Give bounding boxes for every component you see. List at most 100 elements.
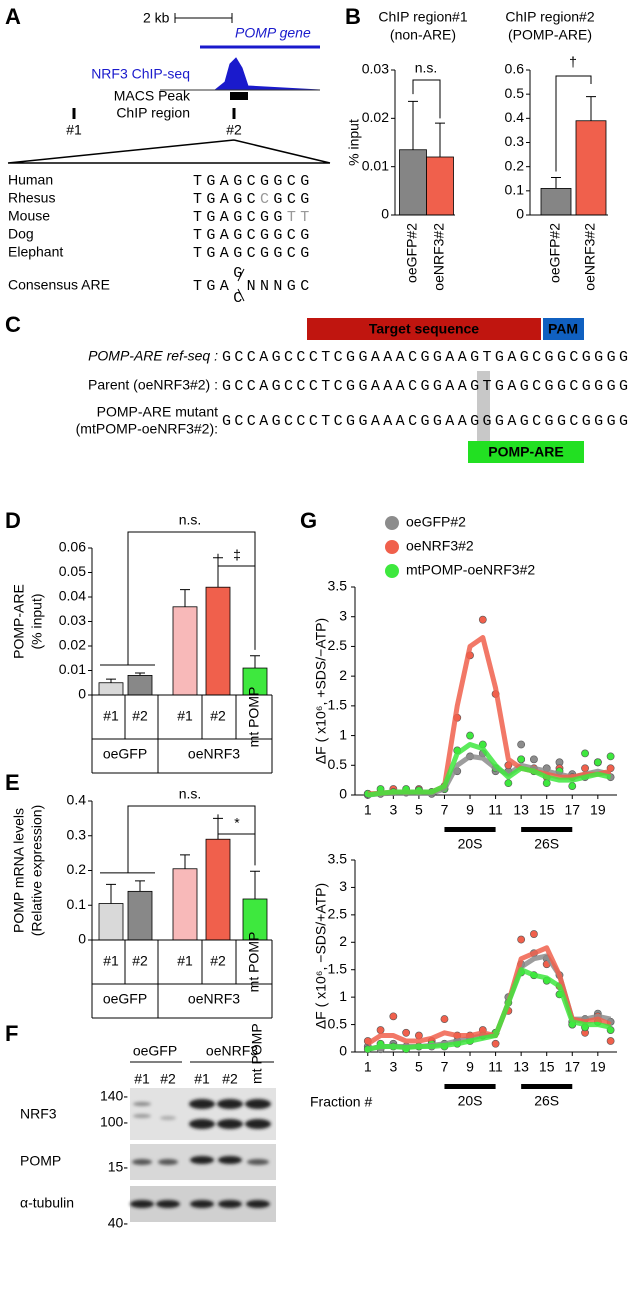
error-bar-line (180, 854, 190, 869)
x-tick-label: 11 (488, 1059, 503, 1075)
group-label: oeNRF3 (188, 991, 240, 1007)
y-axis-label: POMP-ARE (11, 584, 27, 659)
fit-line (366, 945, 612, 1046)
error-bar (250, 655, 260, 669)
species: Dog (8, 226, 34, 242)
error-bar (435, 122, 445, 157)
error-bar-line (250, 655, 260, 669)
sequence-part: TGAGC (193, 191, 260, 208)
y-tick-label: 0.2 (67, 861, 87, 877)
error-bar-line (408, 100, 418, 150)
legend-label: oeGFP#2 (406, 514, 466, 530)
data-point (606, 752, 615, 761)
y-tick-label: 0.5 (328, 1015, 348, 1031)
error-bar-line (106, 678, 116, 683)
sequence-part: TGAGCGGCG (193, 227, 314, 244)
data-point (389, 1012, 398, 1021)
size-marker: 40- (108, 1215, 129, 1231)
y-tick-label: 0.01 (59, 661, 86, 677)
range-label: 26S (534, 836, 559, 852)
panel-letter: D (5, 508, 21, 533)
bar (172, 868, 198, 941)
consensus-label: Consensus ARE (8, 277, 110, 293)
y-tick-label: 1.5 (328, 697, 348, 713)
error-bar-line (250, 870, 260, 899)
panel-letter: A (5, 4, 21, 29)
legend-marker (385, 516, 399, 530)
species: Elephant (8, 244, 63, 260)
x-tick-label: 17 (564, 1059, 580, 1075)
y-axis-label: ΔF ( x10⁶, +SDS/−ATP) (313, 618, 329, 764)
sequence-part: GCG (273, 191, 313, 208)
error-bar-line (586, 96, 596, 121)
sequence: GCCAGCCCTCGGAAACGGAAGTGAGCGGCGGGG (222, 378, 628, 395)
error-bar (586, 96, 596, 121)
x-tick-label: 17 (564, 802, 580, 818)
group-label: oeGFP (103, 746, 147, 762)
chart-title: ChIP region#2 (505, 9, 594, 25)
y-tick-label: 0.02 (362, 109, 389, 125)
region-id: #2 (226, 122, 242, 138)
sequence: GCCAGCCCTCGGAAACGGAAGTGAGCGGCGGGG (222, 349, 628, 366)
x-tick-label: 9 (466, 802, 474, 818)
data-point (478, 615, 487, 624)
group-label: oeGFP (133, 1043, 177, 1059)
x-tick-label: 19 (590, 802, 606, 818)
bracket (555, 75, 592, 172)
bar (127, 675, 153, 696)
y-tick-label: 1.5 (328, 960, 348, 976)
consensus: G (233, 265, 242, 282)
data-point (568, 782, 577, 790)
x-tick-label: 19 (590, 1059, 606, 1075)
blot-label: POMP (20, 1153, 61, 1169)
x-tick-label: #2 (210, 708, 226, 724)
error-bar-line (180, 589, 190, 607)
error-bar (135, 672, 145, 676)
error-bar (135, 880, 145, 892)
x-tick-label: 5 (415, 802, 423, 818)
panel-letter: C (5, 312, 21, 337)
y-tick-label: 0.1 (67, 896, 87, 912)
x-tick-label: 1 (364, 1059, 372, 1075)
consensus: C (233, 290, 242, 307)
row-label: POMP-ARE mutant (97, 404, 218, 420)
y-axis-label: (Relative expression) (29, 805, 45, 937)
lane-label: #2 (160, 1071, 176, 1087)
box-label: POMP-ARE (488, 444, 563, 460)
y-tick-label: 3.5 (328, 851, 348, 867)
track-label: NRF3 ChIP-seq (91, 66, 190, 82)
y-tick-label: 0.6 (505, 61, 525, 77)
bar (127, 890, 153, 941)
y-tick-label: 0 (339, 786, 347, 802)
sequence-part: TGAGCGG (193, 209, 287, 226)
x-tick-label: 9 (466, 1059, 474, 1075)
annotation: n.s. (179, 786, 202, 802)
bracket (217, 553, 256, 650)
annotation: n.s. (415, 60, 438, 76)
error-bar (551, 177, 561, 189)
x-tick-label: oeGFP#2 (547, 223, 563, 283)
consensus: NNNGC (247, 278, 314, 295)
sequence: TGAGCCGCG (193, 191, 314, 208)
x-tick-label: 5 (415, 1059, 423, 1075)
y-tick-label: 0.03 (59, 612, 86, 628)
x-tick-label: #2 (210, 953, 226, 969)
panel-letter: G (300, 508, 317, 533)
bar (98, 682, 124, 696)
x-axis-label: Fraction # (310, 1094, 372, 1110)
data-point (517, 740, 526, 749)
data-point (402, 1028, 411, 1037)
panel-letter: E (5, 770, 20, 795)
bar (426, 156, 454, 216)
error-bar (180, 589, 190, 607)
x-tick-label: oeGFP#2 (404, 223, 420, 283)
x-tick-label: 7 (441, 802, 449, 818)
y-tick-label: 0.2 (505, 157, 525, 173)
group-label: oeGFP (103, 991, 147, 1007)
y-tick-label: 0.03 (362, 61, 389, 77)
x-tick-label: #2 (132, 953, 148, 969)
chart-title: ChIP region#1 (378, 9, 467, 25)
bar (205, 586, 231, 696)
